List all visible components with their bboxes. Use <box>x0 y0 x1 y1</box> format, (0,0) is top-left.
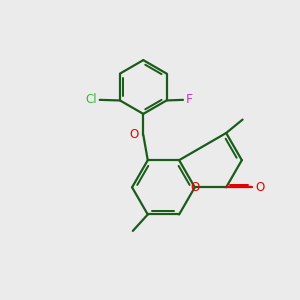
Text: F: F <box>185 93 193 106</box>
Text: O: O <box>255 181 265 194</box>
Text: O: O <box>129 128 138 141</box>
Text: O: O <box>190 181 200 194</box>
Text: Cl: Cl <box>86 93 97 106</box>
